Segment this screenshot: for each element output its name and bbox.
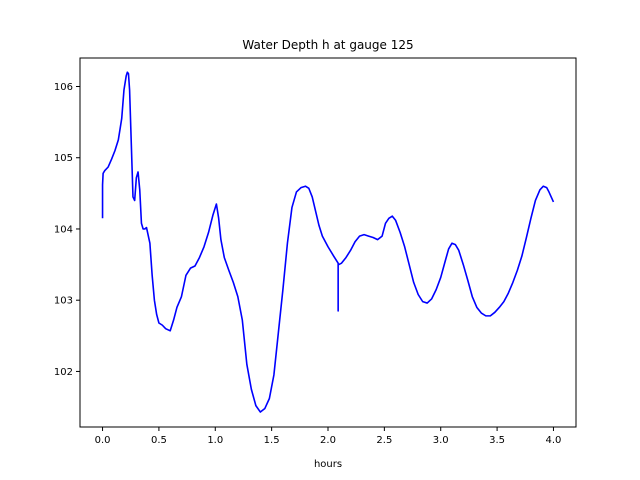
x-tick-label: 3.0 — [433, 435, 449, 446]
x-tick-label: 1.0 — [207, 435, 223, 446]
series-line — [101, 71, 555, 413]
y-tick-label: 105 — [54, 153, 73, 164]
y-tick-label: 106 — [54, 82, 73, 93]
x-tick-label: 2.5 — [376, 435, 392, 446]
x-tick-label: 4.0 — [546, 435, 562, 446]
chart-title: Water Depth h at gauge 125 — [242, 38, 413, 52]
plot-frame — [79, 57, 577, 428]
x-tick-label: 1.5 — [264, 435, 280, 446]
x-tick-label: 0.5 — [151, 435, 167, 446]
series-layer — [101, 71, 555, 413]
x-axis: 0.0 0.5 1.0 1.5 2.0 2.5 3.0 3.5 4.0 — [95, 427, 562, 446]
x-tick-label: 0.0 — [95, 435, 111, 446]
x-tick-label: 2.0 — [320, 435, 336, 446]
y-tick-label: 104 — [54, 224, 73, 235]
x-axis-label: hours — [314, 459, 342, 470]
y-tick-label: 103 — [54, 296, 73, 307]
y-tick-label: 102 — [54, 367, 73, 378]
y-axis: 102 103 104 105 106 — [54, 82, 80, 378]
x-tick-label: 3.5 — [489, 435, 505, 446]
